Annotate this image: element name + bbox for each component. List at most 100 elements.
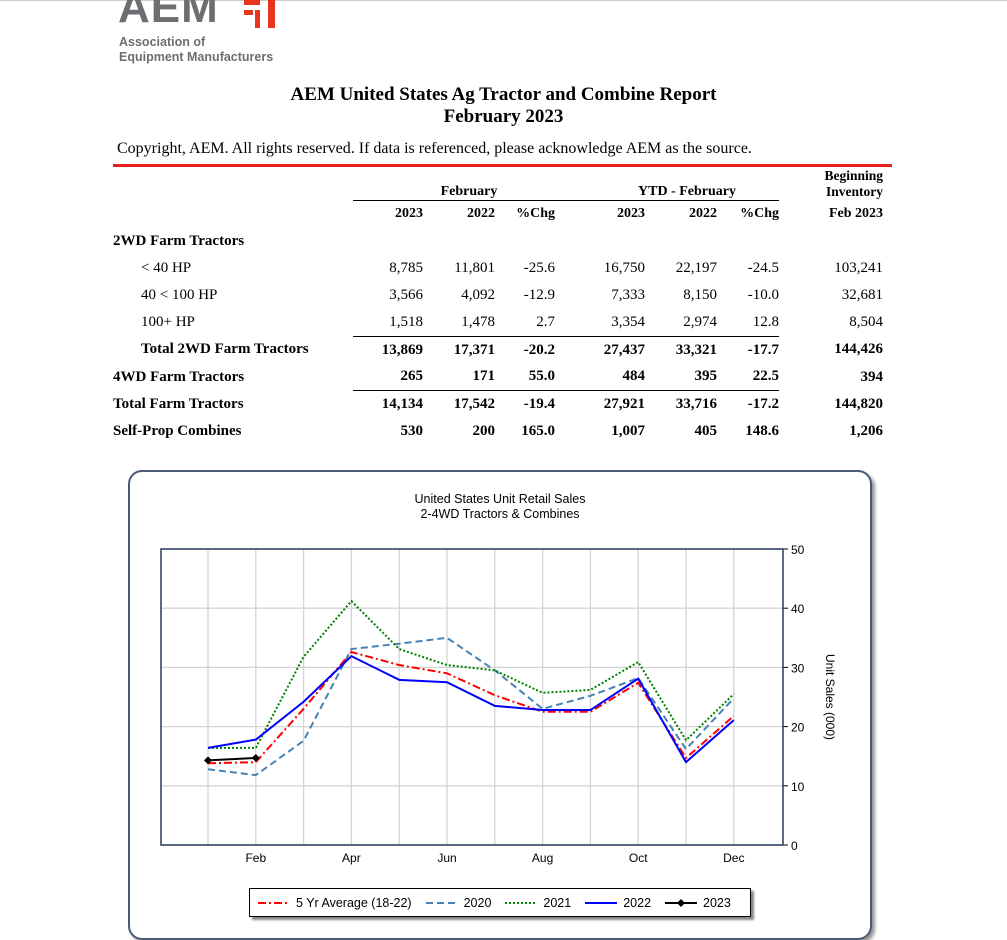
aem-logo: AEM xyxy=(118,0,219,32)
cell-value: 33,716 xyxy=(645,390,717,419)
table-row: 4WD Farm Tractors 265 171 55.0 484 395 22.5 394 xyxy=(113,363,883,390)
legend-item: 2021 xyxy=(505,896,571,910)
cell-value: 405 xyxy=(694,422,718,439)
logo-subtitle-line2: Equipment Manufacturers xyxy=(119,50,274,64)
header-february: February xyxy=(440,183,498,199)
x-tick-label: Apr xyxy=(342,851,361,865)
cell-value: 265 xyxy=(400,368,424,385)
cell-value: 484 xyxy=(622,368,646,385)
cell-value: 2.7 xyxy=(536,313,555,330)
cell-value: 144,426 xyxy=(834,341,883,358)
legend-swatch-icon xyxy=(585,901,618,904)
cell-value: -20.2 xyxy=(495,335,555,364)
table-row: 100+ HP 1,518 1,478 2.7 3,354 2,974 12.8 8,504 xyxy=(113,309,883,336)
row-label: 4WD Farm Tractors xyxy=(113,368,245,385)
cell-value: 1,518 xyxy=(389,313,423,330)
cell-value: 103,241 xyxy=(834,260,883,277)
y-tick-label: 20 xyxy=(791,721,805,735)
legend-item: 2022 xyxy=(585,896,651,910)
y-tick-label: 0 xyxy=(791,839,798,853)
y-tick-label: 50 xyxy=(791,543,805,557)
logo-subtitle-line1: Association of xyxy=(119,35,206,49)
report-title: AEM United States Ag Tractor and Combine… xyxy=(290,84,717,105)
cell-value: 32,681 xyxy=(841,286,883,303)
aem-logo-mark-icon xyxy=(244,0,275,28)
table-row: Total 2WD Farm Tractors 13,869 17,371 -20.2… xyxy=(113,335,883,364)
table-row: Total Farm Tractors 14,134 17,542 -19.4 27,9… xyxy=(113,390,883,419)
divider xyxy=(113,164,892,167)
cell-value: 165.0 xyxy=(521,422,555,439)
col-header: 2022 xyxy=(645,199,717,228)
cell-value: 13,869 xyxy=(353,335,423,364)
plot-area xyxy=(161,549,783,845)
data-point-marker xyxy=(251,753,260,762)
x-tick-label: Aug xyxy=(532,851,553,865)
cell-value: 148.6 xyxy=(745,422,779,439)
y-tick-label: 10 xyxy=(791,780,805,794)
cell-value: 144,820 xyxy=(834,395,883,412)
plot-border xyxy=(160,548,784,846)
chart-title-line1: United States Unit Retail Sales xyxy=(414,492,586,506)
cell-value: -10.0 xyxy=(747,286,779,303)
cell-value: 395 xyxy=(694,368,718,385)
legend-label: 5 Yr Average (18-22) xyxy=(296,895,412,910)
row-label: 2WD Farm Tractors xyxy=(113,232,245,249)
cell-value: 3,354 xyxy=(611,313,645,330)
legend-item: 5 Yr Average (18-22) xyxy=(258,896,412,910)
inv-h2: Inventory xyxy=(826,184,883,199)
series-line-2020 xyxy=(207,636,735,777)
row-label: Total 2WD Farm Tractors xyxy=(141,341,309,358)
legend-label: 2023 xyxy=(703,895,731,910)
table-row: < 40 HP 8,785 11,801 -25.6 16,750 22,197 -24.5… xyxy=(113,255,883,282)
cell-value: -17.7 xyxy=(717,335,779,364)
cell-value: 8,150 xyxy=(683,286,717,303)
cell-value: 1,478 xyxy=(461,313,495,330)
chart-subtitle: 2-4WD Tractors & Combines xyxy=(420,507,580,521)
cell-value: 16,750 xyxy=(603,260,645,277)
legend-label: 2020 xyxy=(463,895,492,910)
cell-value: 22,197 xyxy=(675,260,717,277)
cell-value: 394 xyxy=(860,368,884,385)
cell-value: 8,504 xyxy=(849,314,883,331)
copyright-notice: Copyright, AEM. All rights reserved. If … xyxy=(117,140,752,157)
x-tick-label: Oct xyxy=(629,851,648,865)
legend-item: 2020 xyxy=(425,895,492,910)
cell-value: -12.9 xyxy=(523,286,555,303)
cell-value: 3,566 xyxy=(389,286,423,303)
top-border xyxy=(0,0,1007,1)
report-subtitle: February 2023 xyxy=(443,106,564,127)
series-line-5-yr-average-18-22- xyxy=(207,650,735,765)
y-tick-label: 30 xyxy=(791,661,805,675)
chart-title: United States Unit Retail Sales 2-4WD Tra… xyxy=(360,492,640,522)
col-header: %Chg xyxy=(495,199,555,228)
cell-value: 22.5 xyxy=(752,368,779,385)
cell-value: 17,542 xyxy=(423,390,495,419)
cell-value: -25.6 xyxy=(523,260,555,277)
y-tick-label: 40 xyxy=(791,602,805,616)
cell-value: 27,437 xyxy=(555,335,645,364)
cell-value: 4,092 xyxy=(461,286,495,303)
cell-value: -24.5 xyxy=(747,260,779,277)
header-inventory: Beginning Inventory xyxy=(779,168,883,200)
x-tick-label: Jun xyxy=(437,851,456,865)
x-tick-label: Feb xyxy=(245,851,266,865)
row-label: < 40 HP xyxy=(141,260,192,277)
logo-subtitle: Association of Equipment Manufacturers xyxy=(119,35,273,65)
legend-item: 2023 xyxy=(665,896,731,910)
col-header: 2023 xyxy=(353,199,423,228)
cell-value: 200 xyxy=(472,422,496,439)
series-line-2023 xyxy=(207,756,256,762)
cell-value: 27,921 xyxy=(555,390,645,419)
legend-swatch-icon xyxy=(425,901,458,904)
table-row: 2WD Farm Tractors xyxy=(113,227,883,255)
row-label: Total Farm Tractors xyxy=(113,395,244,412)
cell-value: 12.8 xyxy=(752,313,779,330)
row-label: Self-Prop Combines xyxy=(113,422,242,439)
cell-value: 17,371 xyxy=(423,335,495,364)
cell-value: 7,333 xyxy=(611,286,645,303)
y-axis-label: Unit Sales (000) xyxy=(823,654,837,740)
cell-value: 33,321 xyxy=(645,335,717,364)
table-row: Self-Prop Combines 530 200 165.0 1,007 405 148… xyxy=(113,418,883,445)
table-row: 40 < 100 HP 3,566 4,092 -12.9 7,333 8,150 -10.… xyxy=(113,282,883,309)
